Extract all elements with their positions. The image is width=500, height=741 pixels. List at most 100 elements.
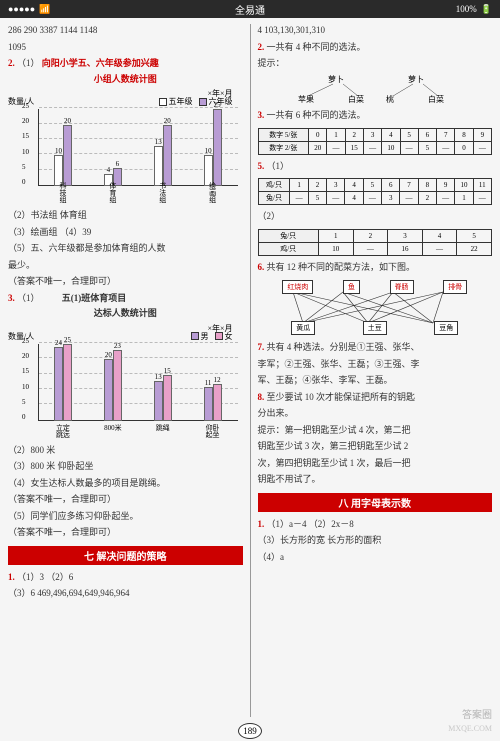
network-lines bbox=[258, 280, 500, 430]
item: 1. （1）3 （2）6 bbox=[8, 571, 243, 585]
ytick: 0 bbox=[22, 178, 26, 186]
num: 3. bbox=[258, 110, 265, 120]
q3-header: 3. （1） 五(1)班体育项目 bbox=[8, 292, 243, 306]
grid bbox=[39, 107, 238, 108]
chart2-legend: 男 女 bbox=[191, 331, 233, 342]
table-q5-2: 兔/只12345鸡/只10—16—22 bbox=[258, 229, 493, 256]
page-content: 286 290 3387 1144 1148 1095 2. （1） 向阳小学五… bbox=[0, 18, 500, 723]
wifi-icon: 📶 bbox=[39, 4, 50, 15]
legend-box-f bbox=[215, 332, 223, 340]
status-right: 100% 🔋 bbox=[456, 4, 492, 15]
chart2-bars: 2425202313151112 bbox=[38, 344, 238, 421]
legend-f: 女 bbox=[225, 331, 233, 342]
chart1-legend: 五年级 六年级 bbox=[159, 96, 233, 107]
num: 2. bbox=[258, 42, 265, 52]
ytick: 15 bbox=[22, 132, 29, 140]
q6: 6. 共有 12 种不同的配菜方法，如下图。 bbox=[258, 261, 493, 275]
num: 1. bbox=[258, 519, 265, 529]
legend-m: 男 bbox=[201, 331, 209, 342]
legend-box-m bbox=[191, 332, 199, 340]
net-top: 红烧肉鱼脊肠排骨 bbox=[268, 280, 483, 294]
battery-pct: 100% bbox=[456, 4, 477, 14]
txt: 共有 12 种不同的配菜方法，如下图。 bbox=[267, 262, 416, 272]
ytick: 20 bbox=[22, 352, 29, 360]
num: 6. bbox=[258, 262, 265, 272]
ytick: 25 bbox=[22, 337, 29, 345]
tree-node: 白菜 bbox=[428, 94, 444, 104]
ytick: 0 bbox=[22, 413, 26, 421]
q2: 2. 一共有 4 种不同的选法。 bbox=[258, 41, 493, 55]
tree-node: 白菜 bbox=[348, 94, 364, 104]
table-q5-1: 鸡/只1234567891011兔/只—5—4—3—2—1— bbox=[258, 178, 493, 205]
left-column: 286 290 3387 1144 1148 1095 2. （1） 向阳小学五… bbox=[8, 24, 243, 717]
column-divider bbox=[250, 24, 251, 717]
tree-node: 萝卜 bbox=[408, 74, 424, 84]
legend-5: 五年级 bbox=[169, 96, 193, 107]
item: （2）书法组 体育组 bbox=[8, 209, 243, 223]
item: 1. （1）a－4 （2）2x－8 bbox=[258, 518, 493, 532]
chart2: 数量/人 男 女 0 5 10 15 20 25 242520231315111… bbox=[8, 339, 243, 439]
chart1-bars: 10204613201025 bbox=[38, 109, 238, 186]
tree-svg: 萝卜 萝卜 苹果 白菜 桃 白菜 bbox=[278, 74, 458, 104]
ytick: 20 bbox=[22, 117, 29, 125]
item: （答案不唯一，合理即可） bbox=[8, 275, 243, 289]
tree-node: 苹果 bbox=[298, 94, 314, 104]
txt: 一共有 6 种不同的选法。 bbox=[267, 110, 366, 120]
chart1-xlabels: 科技组体育组书法组绘画组 bbox=[38, 183, 238, 204]
text-row: 1095 bbox=[8, 41, 243, 55]
txt: 一共有 4 种不同的选法。 bbox=[267, 42, 366, 52]
section-7-header: 七 解决问题的策略 bbox=[8, 546, 243, 565]
item: （答案不唯一，合理即可） bbox=[8, 526, 243, 540]
item: （3）绘画组 （4）39 bbox=[8, 226, 243, 240]
tree-diagram: 萝卜 萝卜 苹果 白菜 桃 白菜 bbox=[278, 74, 493, 107]
legend-box-6 bbox=[199, 98, 207, 106]
q2-header: 2. （1） 向阳小学五、六年级参加兴趣 bbox=[8, 57, 243, 71]
status-left: ●●●●● 📶 bbox=[8, 4, 50, 15]
item: 最少。 bbox=[8, 259, 243, 273]
tree-node: 萝卜 bbox=[328, 74, 344, 84]
q-sub: （1） bbox=[17, 293, 40, 303]
q-sub: （1） bbox=[17, 58, 40, 68]
ytick: 25 bbox=[22, 102, 29, 110]
text-row: 4 103,130,301,310 bbox=[258, 24, 493, 38]
battery-icon: 🔋 bbox=[481, 4, 492, 15]
table-q3: 数字 5/张0123456789数字 2/张20—15—10—5—0— bbox=[258, 128, 493, 155]
chart1-title: 小组人数统计图 bbox=[8, 74, 243, 86]
ytick: 5 bbox=[22, 398, 26, 406]
txt: （1）3 （2）6 bbox=[17, 572, 73, 582]
chart-title-part: 五(1)班体育项目 bbox=[62, 293, 127, 303]
q5: 5. （1） bbox=[258, 160, 493, 174]
item: （4）女生达标人数最多的项目是跳绳。 bbox=[8, 477, 243, 491]
network-diagram: 红烧肉鱼脊肠排骨 黄瓜土豆豆角 bbox=[258, 280, 493, 335]
status-bar: ●●●●● 📶 全易通 100% 🔋 bbox=[0, 0, 500, 18]
item: 次，第四把钥匙至少试 1 次，最后一把 bbox=[258, 457, 493, 471]
watermark-url: MXQE.COM bbox=[448, 724, 492, 733]
num: 1. bbox=[8, 572, 15, 582]
app-title: 全易通 bbox=[235, 2, 265, 17]
chart2-xlabels: 立定跳远800米跳绳仰卧起坐 bbox=[38, 425, 238, 439]
chart-title-part: 向阳小学五、六年级参加兴趣 bbox=[42, 58, 159, 68]
net-bot: 黄瓜土豆豆角 bbox=[268, 321, 483, 335]
q-num: 2. bbox=[8, 58, 15, 68]
num: 5. bbox=[258, 161, 265, 171]
item: 钥匙至少试 3 次，第三把钥匙至少试 2 bbox=[258, 440, 493, 454]
chart1: 数量/人 五年级 六年级 0 5 10 15 20 25 10204613201… bbox=[8, 104, 243, 204]
q-num: 3. bbox=[8, 293, 15, 303]
item: （3）6 469,496,694,649,946,964 bbox=[8, 587, 243, 601]
ytick: 15 bbox=[22, 367, 29, 375]
txt: （1）a－4 （2）2x－8 bbox=[267, 519, 354, 529]
hint: 提示： bbox=[258, 57, 493, 71]
item: （2）800 米 bbox=[8, 444, 243, 458]
section-8-header: 八 用字母表示数 bbox=[258, 493, 493, 512]
right-column: 4 103,130,301,310 2. 一共有 4 种不同的选法。 提示： 萝… bbox=[258, 24, 493, 717]
ytick: 10 bbox=[22, 148, 29, 156]
page-number: 189 bbox=[238, 723, 262, 739]
ytick: 10 bbox=[22, 383, 29, 391]
item: （3）800 米 仰卧起坐 bbox=[8, 460, 243, 474]
text-row: 286 290 3387 1144 1148 bbox=[8, 24, 243, 38]
watermark: 答案圈 bbox=[462, 706, 492, 721]
item: （4）a bbox=[258, 551, 493, 565]
item: （3）长方形的宽 长方形的面积 bbox=[258, 534, 493, 548]
item: 钥匙不用试了。 bbox=[258, 473, 493, 487]
item: （答案不唯一，合理即可） bbox=[8, 493, 243, 507]
